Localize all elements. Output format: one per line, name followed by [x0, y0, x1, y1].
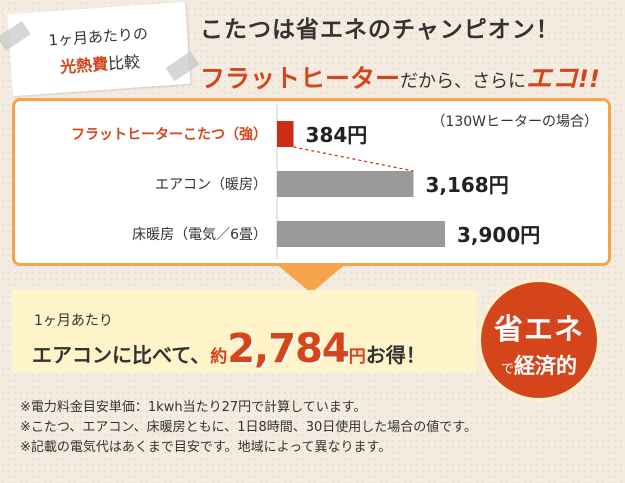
chart-bar: [277, 221, 445, 247]
seal-title: 省エネ: [493, 312, 584, 346]
label-topic-rest: 比較: [107, 52, 141, 74]
headline-exclamation: !!: [578, 65, 600, 93]
chart-bar: [277, 121, 294, 147]
chart-value-label: 3,168円: [425, 173, 508, 197]
bar-chart-panel: フラットヒーターこたつ（強） 384円エアコン（暖房） 3,168円床暖房（電気／6…: [12, 98, 611, 266]
result-unit: 円: [348, 347, 366, 367]
seal-particle: で: [500, 362, 514, 377]
chart-category-label: 床暖房（電気／6畳）: [132, 227, 267, 243]
chart-note: （130Wヒーターの場合）: [431, 114, 598, 130]
label-topic-accent: 光熱費: [59, 54, 109, 77]
footnote: ※電力料金目安単価：1kwh当たり27円で計算しています。: [20, 400, 367, 415]
headline-champion: こたつは省エネのチャンピオン！: [200, 17, 560, 43]
result-period: 1ヶ月あたり: [34, 313, 113, 329]
headline-eco: フラットヒーターだから、さらにエコ!!: [200, 58, 600, 95]
down-arrow-icon: [275, 263, 347, 293]
chart-value-label: 384円: [306, 123, 368, 147]
chart-value-label: 3,900円: [457, 223, 540, 247]
result-approx: 約: [210, 347, 228, 367]
footnote: ※記載の電気代はあくまで目安です。地域によって異なります。: [20, 440, 392, 455]
result-amount: 2,784: [227, 326, 350, 372]
chart-bar: [277, 171, 414, 197]
footnote: ※こたつ、エアコン、床暖房ともに、1日8時間、30日使用した場合の値です。: [20, 420, 477, 435]
result-prefix: エアコンに比べて、: [32, 343, 211, 367]
headline-product: フラットヒーター: [200, 64, 401, 93]
seal-keyword: 経済的: [514, 354, 577, 378]
result-suffix: お得！: [365, 343, 426, 367]
chart-comparison-dashed-line: [293, 146, 414, 172]
savings-result-box: 1ヶ月あたり エアコンに比べて、約2,784円お得！: [12, 290, 477, 372]
chart-category-label: フラットヒーターこたつ（強）: [71, 126, 267, 143]
comparison-label-card: 1ヶ月あたりの 光熱費比較: [0, 1, 200, 97]
seal-subtitle: で経済的: [481, 350, 597, 380]
headline-eco-word: エコ: [526, 64, 579, 94]
result-savings-line: エアコンに比べて、約2,784円お得！: [32, 326, 426, 372]
headline-connector: だから、さらに: [400, 71, 527, 92]
eco-seal-badge: 省エネ で経済的: [481, 282, 597, 398]
chart-category-label: エアコン（暖房）: [155, 177, 267, 193]
footnotes: ※電力料金目安単価：1kwh当たり27円で計算しています。 ※こたつ、エアコン、…: [20, 398, 477, 458]
